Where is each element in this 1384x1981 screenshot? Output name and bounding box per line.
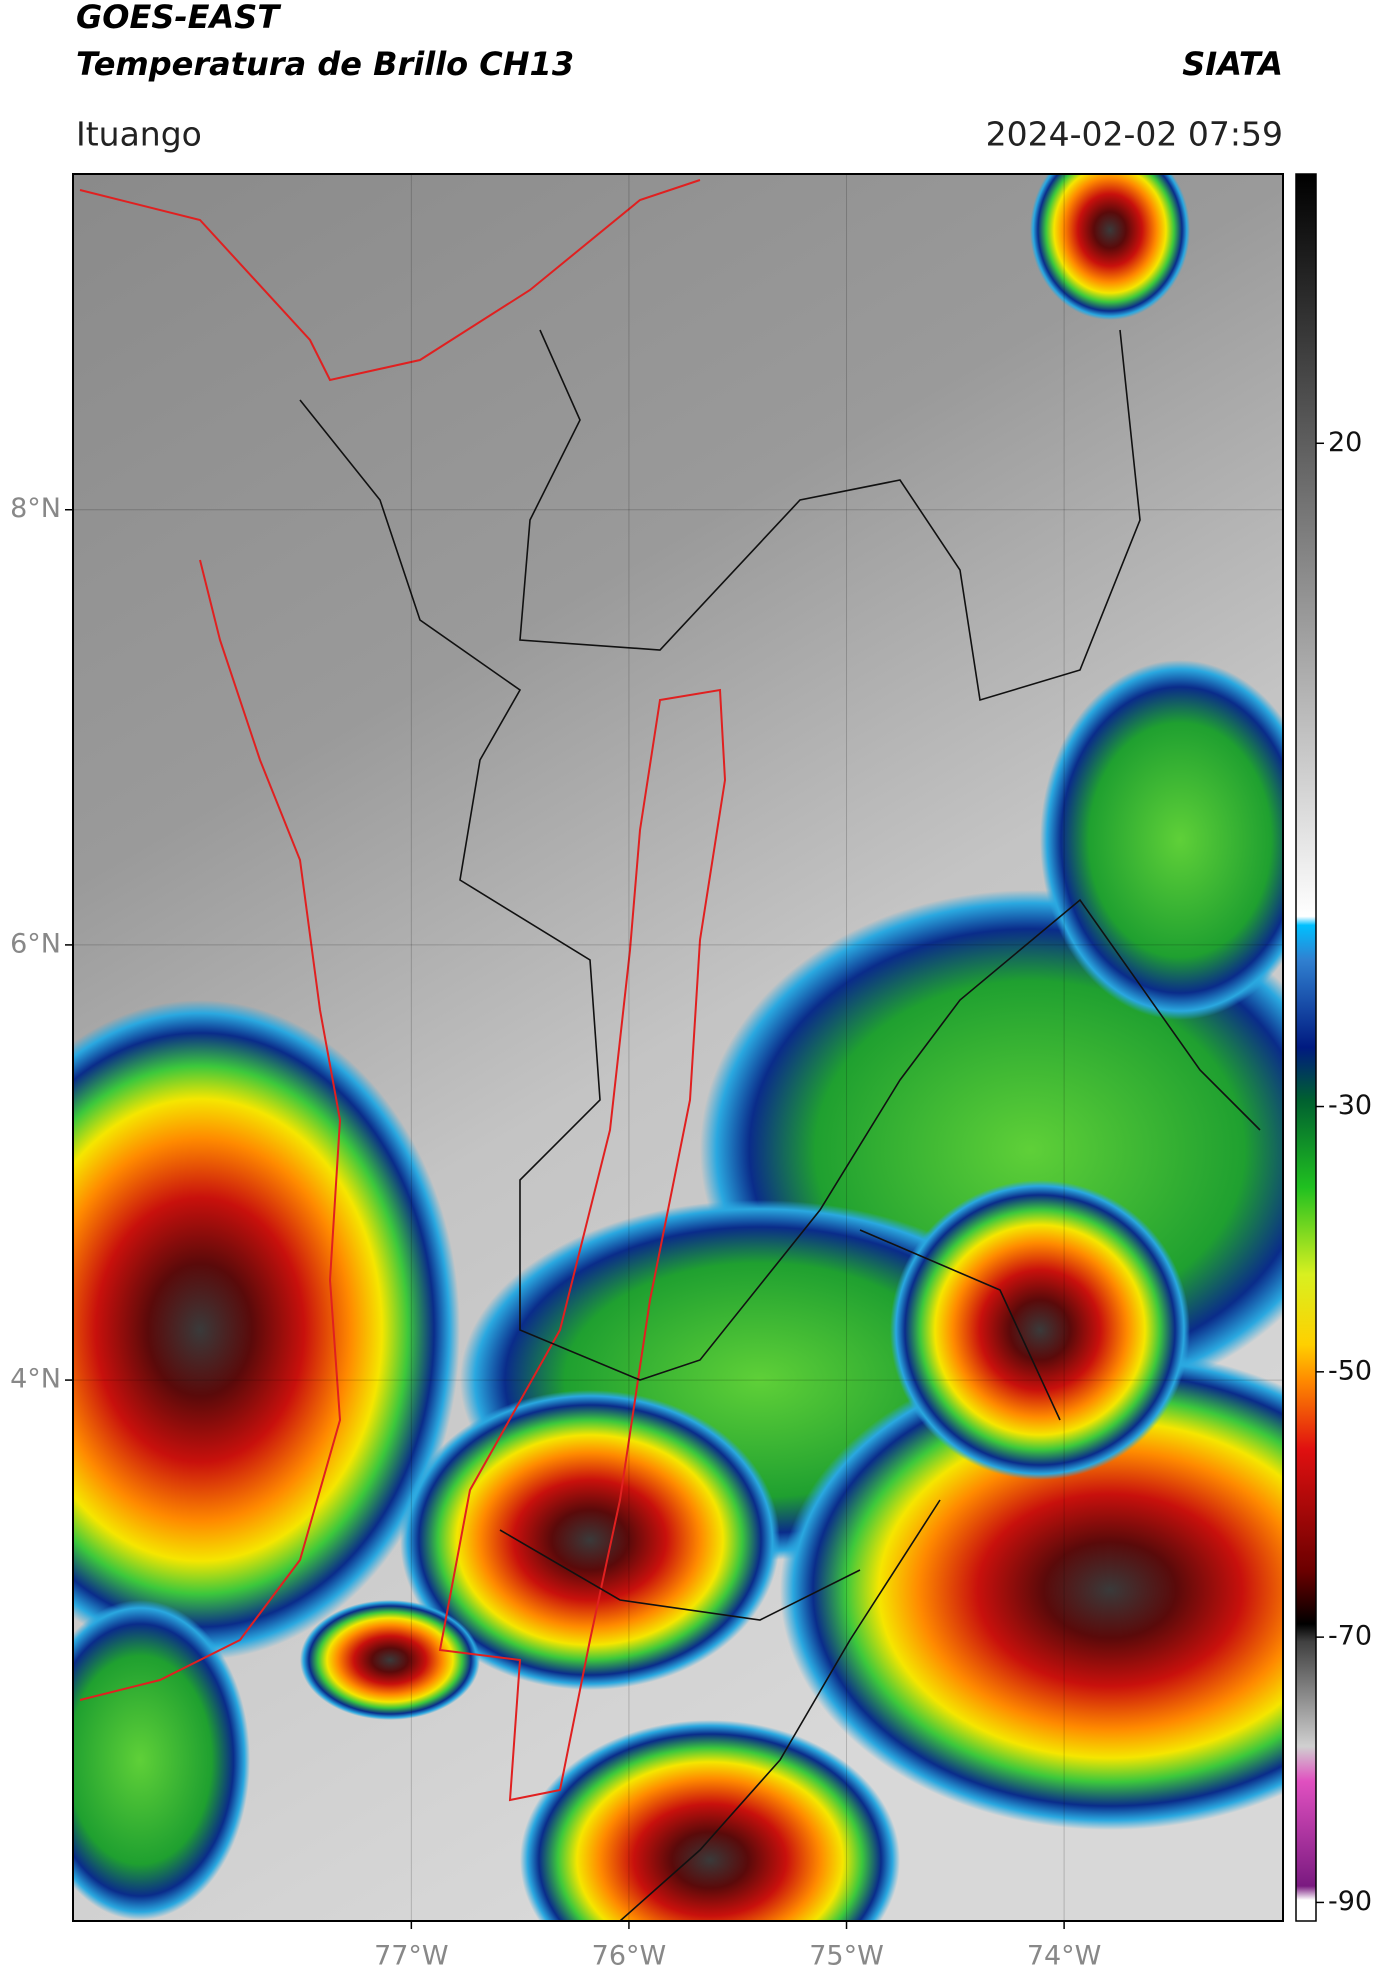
y-tick-label: 4°N (10, 1364, 61, 1395)
colorbar-tick-label: -90 (1328, 1886, 1372, 1917)
x-tick-label: 77°W (374, 1941, 449, 1972)
title: GOES-EAST (76, 0, 281, 36)
y-tick-label: 6°N (10, 928, 61, 959)
satellite-image (73, 174, 1283, 1921)
colorbar-tick-label: -50 (1328, 1355, 1372, 1386)
colorbar-tick-label: -30 (1328, 1090, 1372, 1121)
datetime: 2024-02-02 07:59 (986, 115, 1283, 154)
source: SIATA (1182, 45, 1283, 83)
map-frame (72, 173, 1284, 1922)
x-tick-label: 75°W (809, 1941, 884, 1972)
colorbar-tick-label: 20 (1328, 427, 1362, 458)
location: Ituango (76, 115, 202, 154)
colorbar-tick-label: -70 (1328, 1621, 1372, 1652)
x-tick-label: 76°W (592, 1941, 667, 1972)
x-tick-label: 74°W (1027, 1941, 1102, 1972)
y-tick-label: 8°N (10, 493, 61, 524)
subtitle: Temperatura de Brillo CH13 (76, 45, 574, 83)
colorbar (1295, 173, 1317, 1922)
